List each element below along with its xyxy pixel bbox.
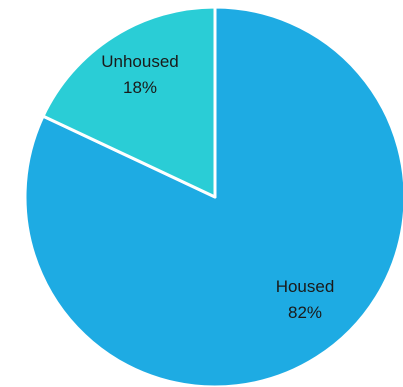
- slice-category-label: Housed: [276, 277, 335, 296]
- slice-category-label: Unhoused: [101, 52, 179, 71]
- pie-slice-unhoused: [41, 5, 217, 199]
- slice-value-label: 18%: [123, 78, 157, 97]
- slice-value-label: 82%: [288, 303, 322, 322]
- pie-labels: Housed 82% Unhoused 18%: [101, 52, 334, 322]
- pie-slices: [23, 5, 403, 387]
